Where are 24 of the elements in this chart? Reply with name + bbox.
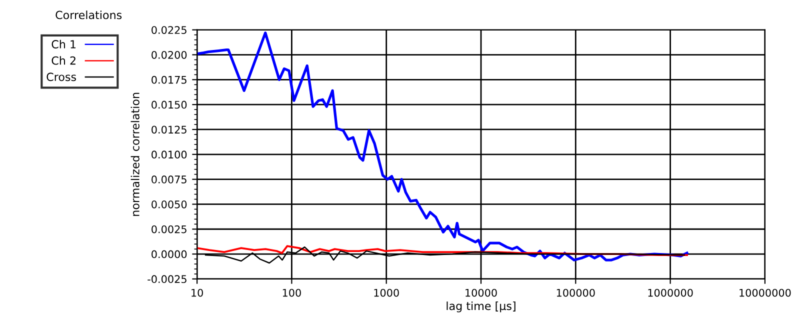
- y-tick-label: 0.0050: [152, 200, 187, 208]
- y-axis-title: normalized correlation: [130, 92, 140, 216]
- y-tick-label: 0.0000: [152, 250, 187, 258]
- y-tick-label: 0.0225: [152, 26, 186, 34]
- y-tick-label: 0.0125: [152, 126, 186, 134]
- x-tick-label: 1000: [374, 288, 399, 297]
- x-tick-label: 100: [282, 288, 301, 297]
- x-tick-label: 1000000: [648, 288, 693, 297]
- y-tick-label: 0.0150: [152, 100, 187, 109]
- x-tick-label: 10000: [466, 288, 497, 297]
- x-tick-label: 10000000: [740, 288, 791, 297]
- legend-label: Ch 2: [52, 56, 76, 65]
- legend-label: Cross: [46, 72, 76, 82]
- y-tick-label: -0.0025: [148, 275, 186, 284]
- legend-label: Ch 1: [52, 40, 76, 48]
- y-tick-label: 0.0200: [152, 50, 187, 59]
- y-tick-label: 0.0075: [152, 176, 186, 184]
- y-tick-label: 0.0175: [152, 76, 186, 84]
- y-tick-label: 0.0100: [152, 150, 187, 159]
- x-tick-label: 100000: [556, 288, 595, 297]
- x-axis-title: lag time [µs]: [446, 302, 516, 312]
- text: Correlations: [56, 10, 122, 20]
- x-tick-label: 10: [192, 288, 203, 297]
- y-tick-label: 0.0025: [152, 225, 186, 234]
